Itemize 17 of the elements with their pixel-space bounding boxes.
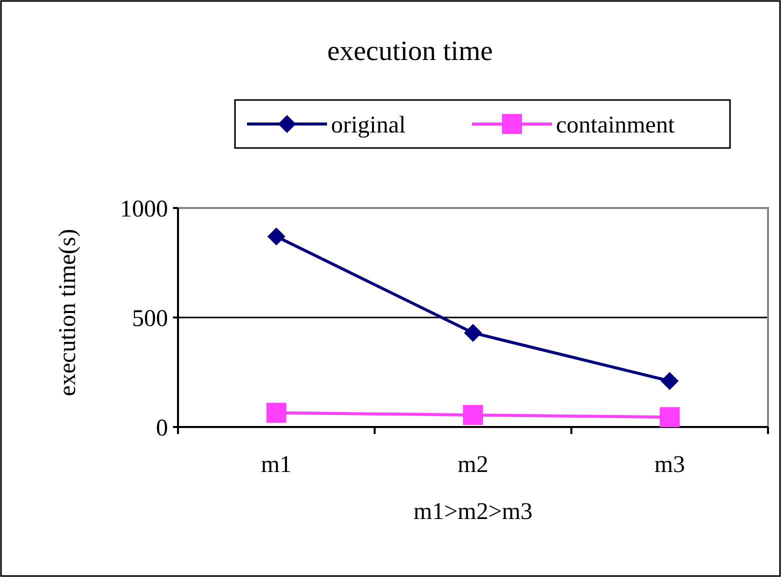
chart-title: execution time <box>327 36 493 67</box>
y-axis-title: execution time(s) <box>55 228 81 396</box>
y-tick-label: 1000 <box>120 196 168 222</box>
y-tick-label: 0 <box>156 415 168 442</box>
point <box>266 402 286 423</box>
x-tick-label: m3 <box>654 452 686 478</box>
point <box>267 227 286 246</box>
x-tick-label: m2 <box>458 452 488 478</box>
point <box>660 372 679 390</box>
point <box>463 404 483 425</box>
legend-label: containment <box>556 112 675 138</box>
legend-label: original <box>331 112 406 138</box>
x-axis-title: m1>m2>m3 <box>413 499 533 525</box>
x-tick-label: m1 <box>260 452 292 478</box>
point <box>464 324 482 342</box>
point <box>660 407 680 428</box>
y-tick-label: 500 <box>132 306 168 332</box>
